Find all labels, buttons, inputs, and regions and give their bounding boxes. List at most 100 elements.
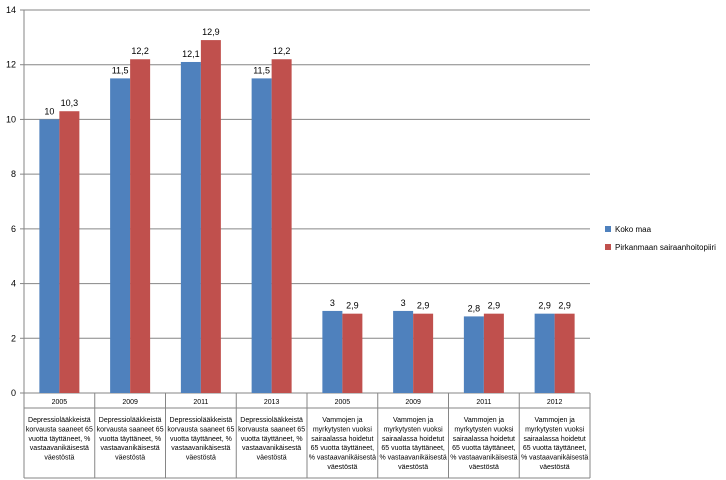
data-label: 10,3 <box>61 98 79 108</box>
data-label: 12,2 <box>273 46 291 56</box>
bar <box>534 313 555 393</box>
bar <box>342 313 363 393</box>
category-label: sairaalassa hoidetut <box>382 436 444 443</box>
category-label: vuotta täyttäneet, % <box>99 436 161 443</box>
category-label: korvausta saaneet 65 <box>26 426 93 433</box>
category-year-label: 2011 <box>193 399 208 406</box>
bar <box>59 111 80 393</box>
bar <box>463 316 484 393</box>
category-label: % vastaavanikäisestä <box>521 455 588 462</box>
category-year-label: 2011 <box>476 399 491 406</box>
y-tick-label: 10 <box>6 114 16 124</box>
data-label: 2,8 <box>468 303 481 313</box>
data-label: 2,9 <box>488 301 501 311</box>
data-label: 11,5 <box>253 65 270 75</box>
category-label: % vastaavanikäisestä <box>309 455 376 462</box>
data-label: 12,1 <box>182 49 200 59</box>
bar <box>39 119 60 393</box>
category-label: Vammojen ja <box>322 417 362 424</box>
category-label: vastaavanikäisestä <box>30 445 89 452</box>
data-label: 10 <box>44 106 54 116</box>
data-label: 2,9 <box>417 301 430 311</box>
data-label: 2,9 <box>346 301 359 311</box>
legend-label: Koko maa <box>615 225 652 234</box>
category-label: 65 vuotta täyttäneet, <box>452 445 515 452</box>
y-tick-label: 8 <box>11 169 16 179</box>
data-label: 11,5 <box>112 65 129 75</box>
legend-swatch <box>605 244 611 250</box>
category-label: väestöstä <box>186 455 216 462</box>
category-year-label: 2009 <box>405 399 421 406</box>
category-year-label: 2005 <box>52 399 68 406</box>
category-label: väestöstä <box>469 464 499 471</box>
category-label: korvausta saaneet 65 <box>238 426 305 433</box>
category-label: Depressiolääkkeistä <box>28 417 91 424</box>
bars <box>39 40 575 394</box>
bar <box>200 40 221 393</box>
bar <box>554 313 575 393</box>
category-label: Depressiolääkkeistä <box>240 417 303 424</box>
y-axis-ticks: 0 2 4 6 8 10 12 14 <box>6 5 16 398</box>
bar <box>413 313 434 393</box>
category-label: myrkytysten vuoksi <box>313 426 373 433</box>
category-label: myrkytysten vuoksi <box>384 426 444 433</box>
category-label: korvausta saaneet 65 <box>167 426 234 433</box>
category-year-label: 2005 <box>335 399 351 406</box>
legend-swatch <box>605 226 611 232</box>
category-label: vuotta täyttäneet, % <box>241 436 303 443</box>
y-tick-label: 12 <box>6 60 16 70</box>
y-tick-label: 2 <box>11 333 16 343</box>
category-label: väestöstä <box>257 455 287 462</box>
category-label: Vammojen ja <box>534 417 574 424</box>
y-tick-label: 4 <box>11 279 16 289</box>
category-label: myrkytysten vuoksi <box>454 426 514 433</box>
category-label: sairaalassa hoidetut <box>523 436 585 443</box>
data-label: 12,9 <box>202 27 220 37</box>
bar <box>393 310 414 393</box>
category-year-label: 2009 <box>122 399 138 406</box>
category-label: Depressiolääkkeistä <box>99 417 162 424</box>
category-label: vastaavanikäisestä <box>101 445 160 452</box>
category-label: Vammojen ja <box>393 417 433 424</box>
category-label: sairaalassa hoidetut <box>453 436 515 443</box>
data-label: 3 <box>330 298 335 308</box>
bar <box>130 59 151 393</box>
category-table: 2005 Depressiolääkkeistä korvausta saaneet… <box>23 393 591 479</box>
category-label: % vastaavanikäisestä <box>450 455 517 462</box>
category-label: Depressiolääkkeistä <box>170 417 233 424</box>
category-label: sairaalassa hoidetut <box>311 436 373 443</box>
category-label: väestöstä <box>44 455 74 462</box>
category-label: väestöstä <box>115 455 145 462</box>
category-label: vuotta täyttäneet, % <box>28 436 90 443</box>
bar <box>322 310 343 393</box>
category-label: väestöstä <box>327 464 357 471</box>
data-label: 12,2 <box>131 46 149 56</box>
bar <box>251 78 272 394</box>
legend: Koko maa Pirkanmaan sairaanhoitopiiri <box>605 225 716 252</box>
legend-label: Pirkanmaan sairaanhoitopiiri <box>615 243 716 252</box>
category-label: Vammojen ja <box>464 417 504 424</box>
data-label: 3 <box>401 298 406 308</box>
data-labels: 10 11,5 12,1 11,5 3 3 2,8 2,9 10,3 12,2 12,9 12,2 2,… <box>44 27 571 313</box>
bar <box>271 59 292 393</box>
category-label: korvausta saaneet 65 <box>97 426 164 433</box>
category-label: väestöstä <box>540 464 570 471</box>
bar <box>180 61 201 393</box>
bar <box>483 313 504 393</box>
y-tick-label: 0 <box>11 388 16 398</box>
category-year-label: 2013 <box>264 399 280 406</box>
category-label: 65 vuotta täyttäneet, <box>311 445 374 452</box>
category-label: vuotta täyttäneet, % <box>170 436 232 443</box>
category-label: myrkytysten vuoksi <box>525 426 585 433</box>
y-tick-label: 6 <box>11 224 16 234</box>
category-label: vastaavanikäisestä <box>242 445 301 452</box>
category-label: väestöstä <box>398 464 428 471</box>
y-tick-label: 14 <box>6 5 16 15</box>
data-label: 2,9 <box>558 301 571 311</box>
category-label: 65 vuotta täyttäneet, <box>381 445 444 452</box>
category-label: vastaavanikäisestä <box>171 445 230 452</box>
category-label: % vastaavanikäisestä <box>379 455 446 462</box>
category-label: 65 vuotta täyttäneet, <box>523 445 586 452</box>
category-year-label: 2012 <box>547 399 563 406</box>
